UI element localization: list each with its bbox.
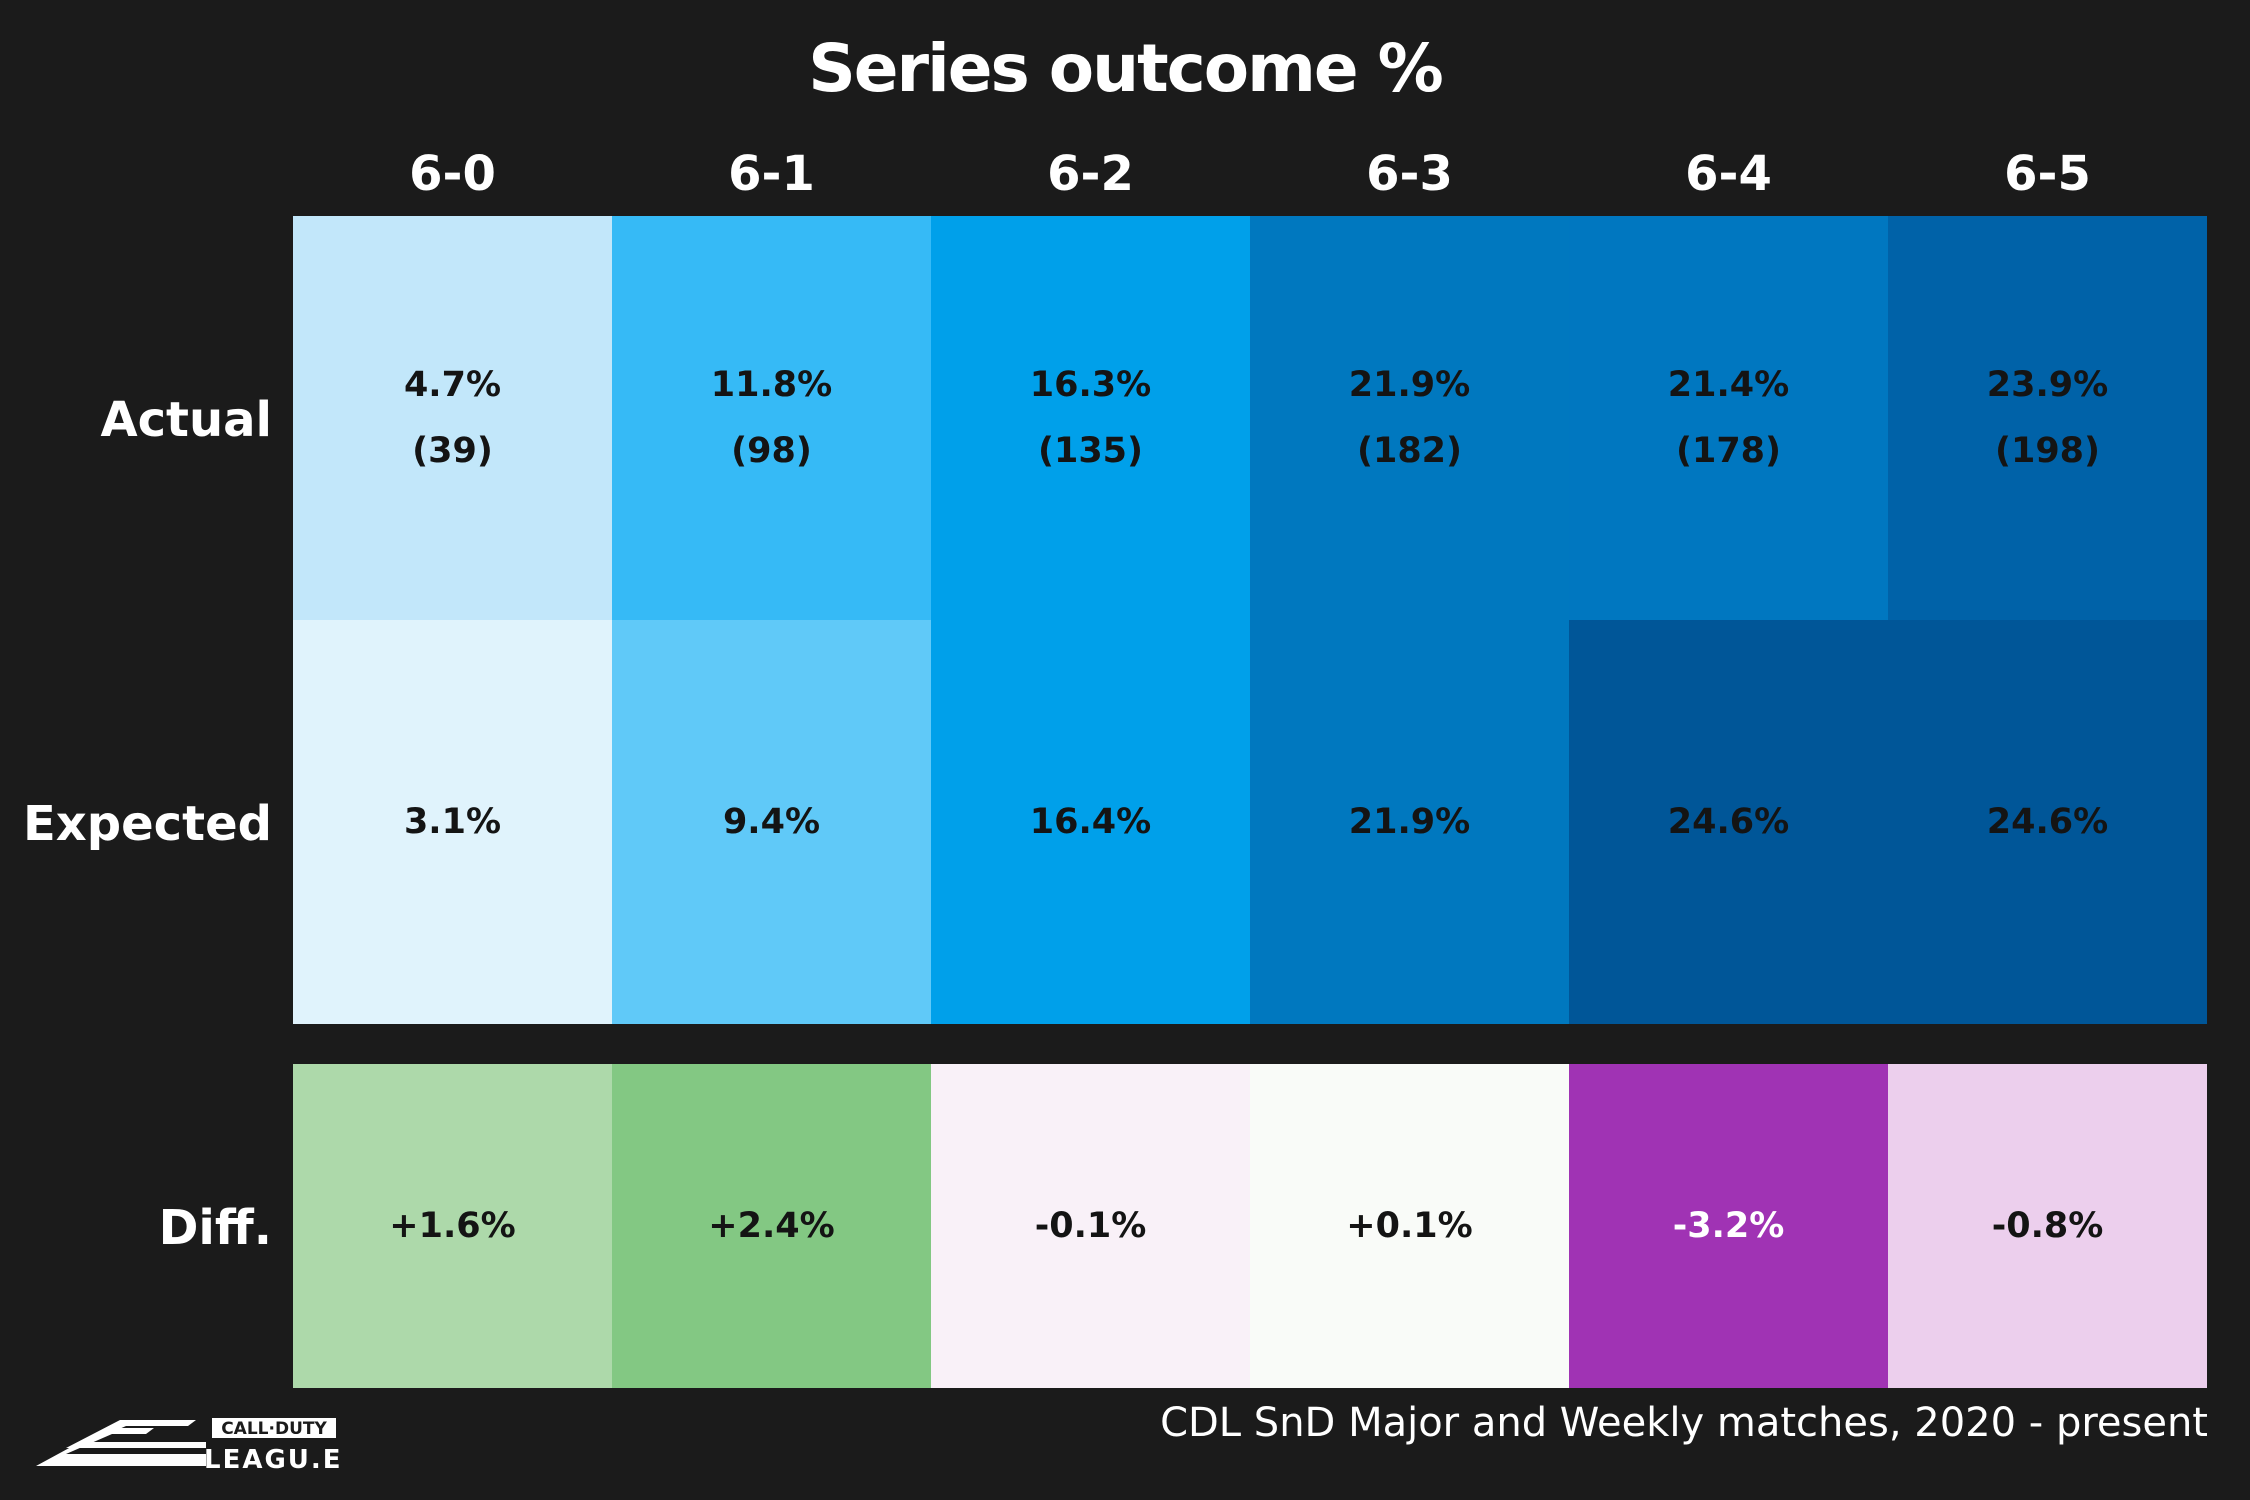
row-label-actual: Actual [100, 392, 272, 448]
cell-value-label: +0.1% [1346, 1206, 1473, 1246]
heatmap-cell-diff-6-5: -0.8% [1888, 1064, 2207, 1388]
cell-count-label: (198) [1994, 431, 2101, 471]
cell-value-label: 9.4% [722, 802, 821, 842]
heatmap-cell-actual-6-2: 16.3% (135) [931, 216, 1250, 620]
row-label-diff: Diff. [158, 1200, 272, 1256]
heatmap-cell-expected-6-5: 24.6% [1888, 620, 2207, 1024]
cell-value-label: 21.9% [1348, 365, 1471, 405]
column-header-6-1: 6-1 [728, 146, 815, 202]
cell-value-label: 21.9% [1348, 802, 1471, 842]
column-header-6-0: 6-0 [409, 146, 496, 202]
cell-count-label: (182) [1356, 431, 1463, 471]
cell-count-label: (135) [1037, 431, 1144, 471]
cell-count-label: (39) [412, 431, 493, 471]
row-label-expected: Expected [23, 796, 272, 852]
column-header-6-4: 6-4 [1685, 146, 1772, 202]
heatmap-cell-diff-6-3: +0.1% [1250, 1064, 1569, 1388]
column-header-6-3: 6-3 [1366, 146, 1453, 202]
cell-value-label: -3.2% [1672, 1206, 1785, 1246]
logo-bottom-text: LEAGU.E [204, 1445, 343, 1470]
footnote: CDL SnD Major and Weekly matches, 2020 -… [1160, 1400, 2208, 1446]
heatmap-cell-expected-6-4: 24.6% [1569, 620, 1888, 1024]
heatmap-cell-actual-6-1: 11.8% (98) [612, 216, 931, 620]
heatmap-cell-actual-6-3: 21.9% (182) [1250, 216, 1569, 620]
cell-value-label: -0.8% [1991, 1206, 2104, 1246]
cell-value-label: 21.4% [1667, 365, 1790, 405]
logo-top-text: CALL·DUTY [221, 1419, 327, 1439]
heatmap-cell-diff-6-0: +1.6% [293, 1064, 612, 1388]
cell-count-label: (178) [1675, 431, 1782, 471]
cell-value-label: +1.6% [389, 1206, 516, 1246]
cell-count-label: (98) [731, 431, 812, 471]
heatmap-cell-diff-6-4: -3.2% [1569, 1064, 1888, 1388]
heatmap-cell-expected-6-3: 21.9% [1250, 620, 1569, 1024]
cell-value-label: 24.6% [1667, 802, 1790, 842]
heatmap-cell-diff-6-1: +2.4% [612, 1064, 931, 1388]
cell-value-label: 23.9% [1986, 365, 2109, 405]
cell-value-label: -0.1% [1034, 1206, 1147, 1246]
column-header-6-5: 6-5 [2004, 146, 2091, 202]
cell-value-label: 16.3% [1029, 365, 1152, 405]
heatmap-cell-actual-6-0: 4.7% (39) [293, 216, 612, 620]
heatmap-cell-expected-6-1: 9.4% [612, 620, 931, 1024]
call-of-duty-league-logo: CALL·DUTY LEAGU.E [36, 1418, 343, 1470]
cell-value-label: +2.4% [708, 1206, 835, 1246]
cell-value-label: 16.4% [1029, 802, 1152, 842]
heatmap-cell-expected-6-2: 16.4% [931, 620, 1250, 1024]
chart-title: Series outcome % [808, 30, 1443, 107]
heatmap-cell-actual-6-4: 21.4% (178) [1569, 216, 1888, 620]
cell-value-label: 11.8% [710, 365, 833, 405]
heatmap-cell-actual-6-5: 23.9% (198) [1888, 216, 2207, 620]
cell-value-label: 3.1% [403, 802, 502, 842]
cell-value-label: 4.7% [403, 365, 502, 405]
column-header-6-2: 6-2 [1047, 146, 1134, 202]
cell-value-label: 24.6% [1986, 802, 2109, 842]
heatmap-cell-diff-6-2: -0.1% [931, 1064, 1250, 1388]
heatmap-cell-expected-6-0: 3.1% [293, 620, 612, 1024]
